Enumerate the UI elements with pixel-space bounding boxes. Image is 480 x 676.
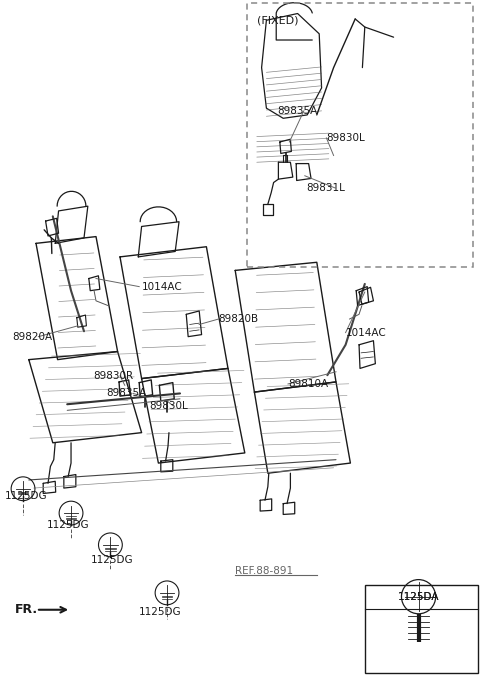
Text: FR.: FR.: [14, 603, 37, 617]
Text: 1125DG: 1125DG: [47, 521, 90, 530]
Text: 1125DA: 1125DA: [398, 592, 439, 602]
Text: 1125DG: 1125DG: [5, 491, 48, 500]
Text: 89830R: 89830R: [94, 371, 134, 381]
Bar: [247, 3, 473, 267]
Text: 89835A: 89835A: [277, 106, 318, 116]
Text: 89831L: 89831L: [306, 183, 345, 193]
Text: 1125DA: 1125DA: [398, 592, 439, 602]
Text: 89820A: 89820A: [12, 332, 52, 341]
Text: 1125DG: 1125DG: [139, 607, 182, 617]
Text: 89810A: 89810A: [288, 379, 328, 389]
Text: 1014AC: 1014AC: [142, 282, 182, 291]
Text: (FIXED): (FIXED): [257, 16, 298, 26]
Text: 89830L: 89830L: [326, 133, 365, 143]
Text: 89820B: 89820B: [218, 314, 259, 324]
Text: 1125DG: 1125DG: [91, 555, 134, 564]
Text: REF.88-891: REF.88-891: [235, 566, 293, 576]
Text: 1014AC: 1014AC: [346, 328, 386, 337]
Text: 89835A: 89835A: [107, 389, 147, 398]
Bar: [365, 585, 478, 673]
Text: 89830L: 89830L: [149, 401, 188, 410]
